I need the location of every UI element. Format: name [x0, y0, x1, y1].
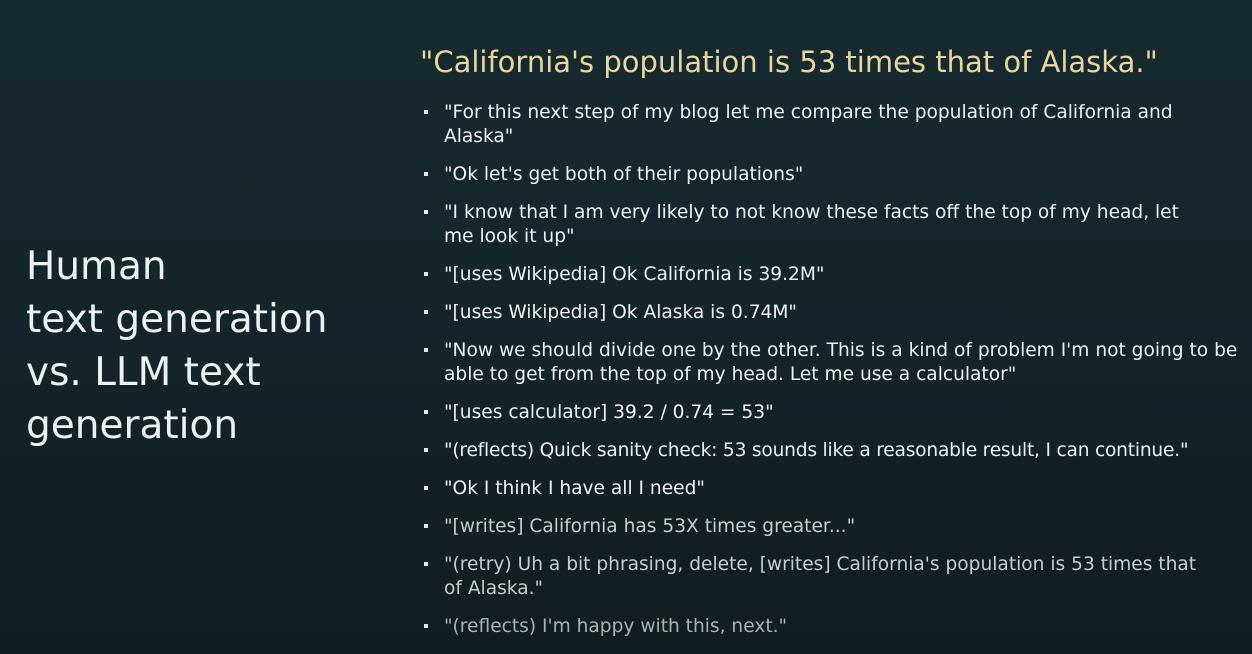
bullet-marker — [424, 624, 428, 628]
list-item: "[uses calculator] 39.2 / 0.74 = 53" — [424, 401, 1240, 425]
list-item-text: "[uses calculator] 39.2 / 0.74 = 53" — [444, 402, 774, 423]
list-item-text: "[uses Wikipedia] Ok California is 39.2M… — [444, 264, 825, 285]
list-item-text: "[writes] California has 53X times great… — [444, 516, 856, 537]
bullet-marker — [424, 524, 428, 528]
bullet-marker — [424, 448, 428, 452]
slide-title: Human text generation vs. LLM text gener… — [26, 240, 386, 452]
bullet-marker — [424, 486, 428, 490]
bullet-marker — [424, 410, 428, 414]
list-item: "Ok let's get both of their populations" — [424, 163, 1240, 187]
list-item-text: "Ok let's get both of their populations" — [444, 164, 804, 185]
list-item: "[uses Wikipedia] Ok Alaska is 0.74M" — [424, 301, 1240, 325]
list-item: "For this next step of my blog let me co… — [424, 101, 1194, 149]
list-item: "Ok I think I have all I need" — [424, 477, 1240, 501]
slide-title-line: vs. LLM text — [26, 350, 261, 395]
list-item: "[uses Wikipedia] Ok California is 39.2M… — [424, 263, 1240, 287]
list-item: "(reflects) Quick sanity check: 53 sound… — [424, 439, 1240, 463]
slide-title-line: Human — [26, 244, 167, 289]
list-item-text: "(retry) Uh a bit phrasing, delete, [wri… — [444, 554, 1197, 599]
bullet-marker — [424, 110, 428, 114]
list-item-text: "(reflects) Quick sanity check: 53 sound… — [444, 440, 1189, 461]
bullet-marker — [424, 172, 428, 176]
list-item-text: "(reflects) I'm happy with this, next." — [444, 616, 788, 637]
list-item-text: "Ok I think I have all I need" — [444, 478, 705, 499]
list-item-text: "Now we should divide one by the other. … — [444, 340, 1238, 385]
list-item: "Now we should divide one by the other. … — [424, 339, 1240, 387]
slide-title-line: text generation — [26, 297, 328, 342]
quote-heading: "California's population is 53 times tha… — [420, 45, 1158, 79]
bullet-marker — [424, 210, 428, 214]
list-item-text: "[uses Wikipedia] Ok Alaska is 0.74M" — [444, 302, 797, 323]
bullet-marker — [424, 348, 428, 352]
list-item: "[writes] California has 53X times great… — [424, 515, 1240, 539]
list-item-text: "For this next step of my blog let me co… — [444, 102, 1173, 147]
bullet-marker — [424, 310, 428, 314]
bullet-marker — [424, 562, 428, 566]
list-item: "I know that I am very likely to not kno… — [424, 201, 1204, 249]
list-item: "(retry) Uh a bit phrasing, delete, [wri… — [424, 553, 1204, 601]
bullet-list: "For this next step of my blog let me co… — [424, 101, 1240, 653]
slide-title-line: generation — [26, 403, 239, 448]
list-item-text: "I know that I am very likely to not kno… — [444, 202, 1179, 247]
list-item: "(reflects) I'm happy with this, next." — [424, 615, 1240, 639]
bullet-marker — [424, 272, 428, 276]
